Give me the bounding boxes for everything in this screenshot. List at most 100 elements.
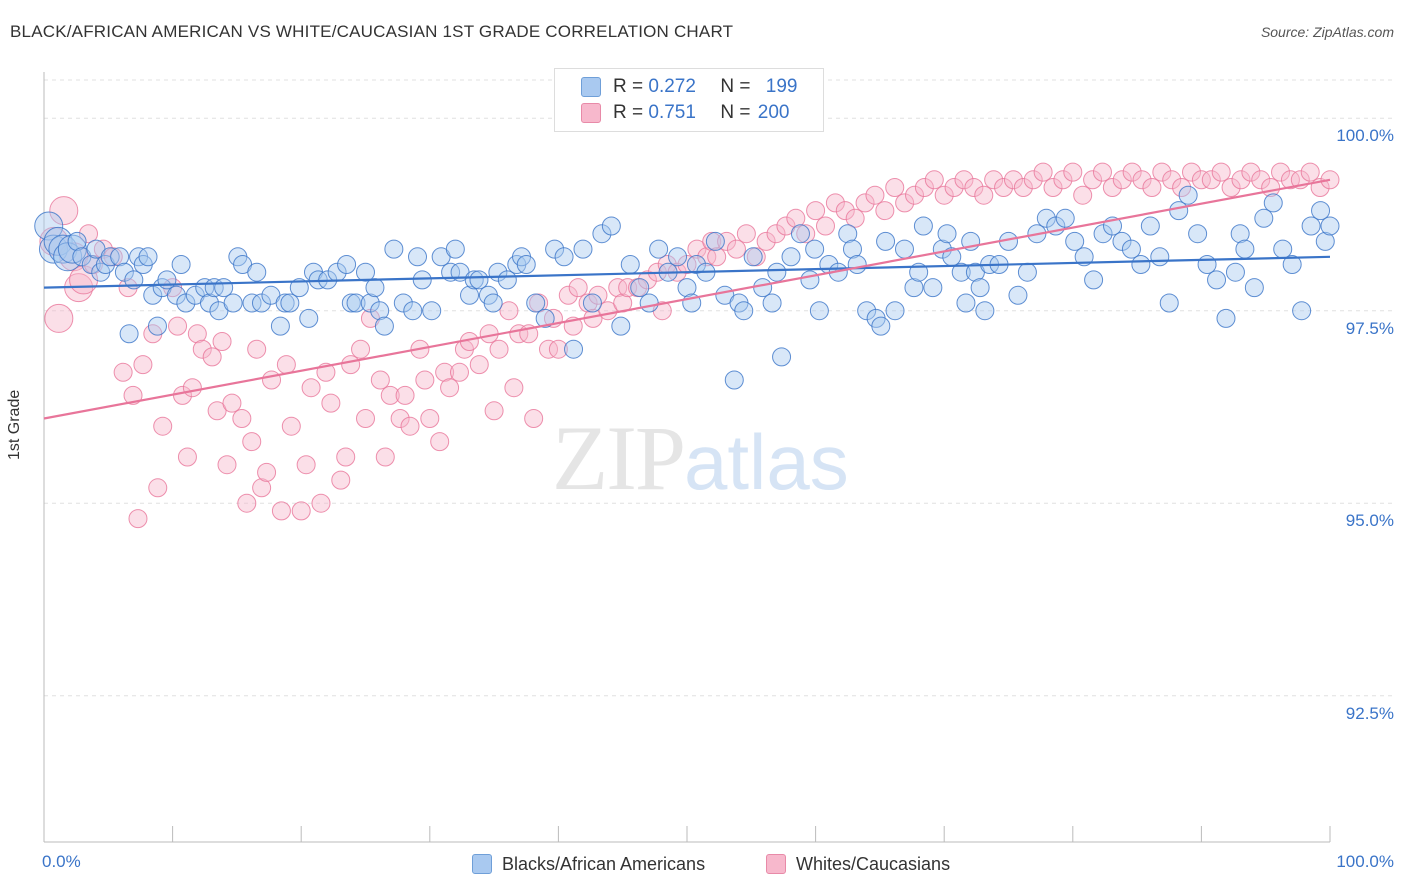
data-point bbox=[499, 301, 519, 321]
data-point bbox=[790, 224, 810, 244]
r-value: 0.272 bbox=[648, 76, 696, 97]
data-point bbox=[951, 262, 971, 282]
data-point bbox=[1140, 216, 1160, 236]
data-point bbox=[1201, 170, 1221, 190]
data-point bbox=[1063, 162, 1083, 182]
data-point bbox=[1282, 255, 1302, 274]
data-point bbox=[845, 208, 865, 228]
data-point bbox=[1003, 170, 1023, 190]
data-point bbox=[1315, 231, 1335, 251]
data-point bbox=[905, 185, 925, 205]
r-value: 0.751 bbox=[648, 102, 696, 123]
data-point bbox=[842, 239, 862, 259]
legend-label-whites: Whites/Caucasians bbox=[796, 853, 951, 874]
data-point bbox=[346, 293, 366, 313]
y-tick-label: 92.5% bbox=[1345, 703, 1394, 723]
data-point bbox=[806, 201, 826, 221]
data-point bbox=[668, 247, 688, 267]
data-point bbox=[1131, 255, 1151, 274]
data-point bbox=[321, 393, 341, 413]
data-point bbox=[430, 432, 450, 452]
data-point bbox=[1093, 224, 1113, 244]
data-point bbox=[956, 293, 976, 313]
data-point bbox=[1280, 170, 1300, 190]
stats-row-blacks: R = 0.272 N = 199 bbox=[581, 75, 797, 99]
data-point bbox=[1230, 224, 1250, 244]
data-point bbox=[370, 301, 390, 321]
trend-lines bbox=[43, 178, 1331, 420]
y-tick-label: 97.5% bbox=[1345, 318, 1394, 338]
data-point bbox=[630, 278, 650, 298]
data-point bbox=[1112, 170, 1132, 190]
data-point bbox=[1191, 170, 1211, 190]
data-point bbox=[781, 247, 801, 267]
n-label: N = bbox=[720, 76, 751, 97]
n-label: N = bbox=[720, 102, 751, 123]
data-point bbox=[687, 239, 707, 259]
data-point bbox=[944, 178, 964, 197]
pink-swatch-icon bbox=[581, 103, 601, 123]
data-point bbox=[835, 201, 855, 221]
data-point bbox=[192, 339, 212, 359]
data-point bbox=[412, 270, 432, 290]
data-point bbox=[743, 247, 763, 267]
data-point bbox=[214, 278, 234, 298]
data-point bbox=[212, 332, 232, 351]
data-point bbox=[815, 216, 835, 236]
data-point bbox=[168, 316, 188, 336]
data-point bbox=[280, 293, 300, 313]
data-point bbox=[176, 293, 196, 313]
data-point bbox=[558, 285, 578, 305]
data-point bbox=[564, 339, 584, 359]
data-point bbox=[705, 231, 725, 251]
data-point bbox=[390, 409, 410, 428]
legend-item-blacks[interactable]: Blacks/African Americans bbox=[472, 852, 705, 876]
data-point bbox=[403, 301, 423, 321]
data-point bbox=[970, 278, 990, 298]
data-point bbox=[1292, 301, 1312, 321]
data-point bbox=[79, 224, 99, 244]
data-point bbox=[1241, 162, 1261, 182]
data-point bbox=[351, 339, 371, 359]
data-point bbox=[1122, 162, 1142, 182]
data-point bbox=[608, 278, 628, 298]
data-point bbox=[420, 409, 440, 428]
data-point bbox=[118, 278, 138, 298]
data-point bbox=[975, 301, 995, 321]
data-point bbox=[360, 293, 380, 313]
data-point bbox=[1053, 170, 1073, 190]
blue-swatch-icon bbox=[472, 854, 492, 874]
data-point bbox=[1178, 185, 1198, 205]
data-point bbox=[994, 178, 1014, 197]
data-point bbox=[251, 293, 271, 313]
data-point bbox=[786, 208, 806, 228]
data-point bbox=[753, 278, 773, 298]
data-point bbox=[464, 270, 484, 290]
data-point bbox=[1235, 239, 1255, 259]
data-point bbox=[289, 278, 309, 298]
data-point bbox=[885, 178, 905, 197]
data-point bbox=[67, 231, 87, 251]
data-point bbox=[252, 478, 272, 498]
data-point bbox=[341, 293, 361, 313]
data-point bbox=[257, 462, 277, 482]
series-blacks-points bbox=[34, 185, 1340, 390]
data-point bbox=[914, 178, 934, 197]
data-point bbox=[393, 293, 413, 313]
data-point bbox=[171, 255, 191, 274]
data-point bbox=[182, 378, 202, 398]
data-point bbox=[800, 270, 820, 290]
data-point bbox=[148, 478, 168, 498]
data-point bbox=[1273, 239, 1293, 259]
data-point bbox=[974, 185, 994, 205]
data-point bbox=[242, 432, 262, 452]
legend-item-whites[interactable]: Whites/Caucasians bbox=[766, 852, 950, 876]
r-label: R = bbox=[613, 102, 644, 123]
data-point bbox=[857, 301, 877, 321]
data-point bbox=[736, 224, 756, 244]
data-point bbox=[153, 416, 173, 436]
data-point bbox=[1142, 178, 1162, 197]
data-point bbox=[535, 308, 555, 328]
data-point bbox=[767, 262, 787, 282]
data-point bbox=[1231, 170, 1251, 190]
